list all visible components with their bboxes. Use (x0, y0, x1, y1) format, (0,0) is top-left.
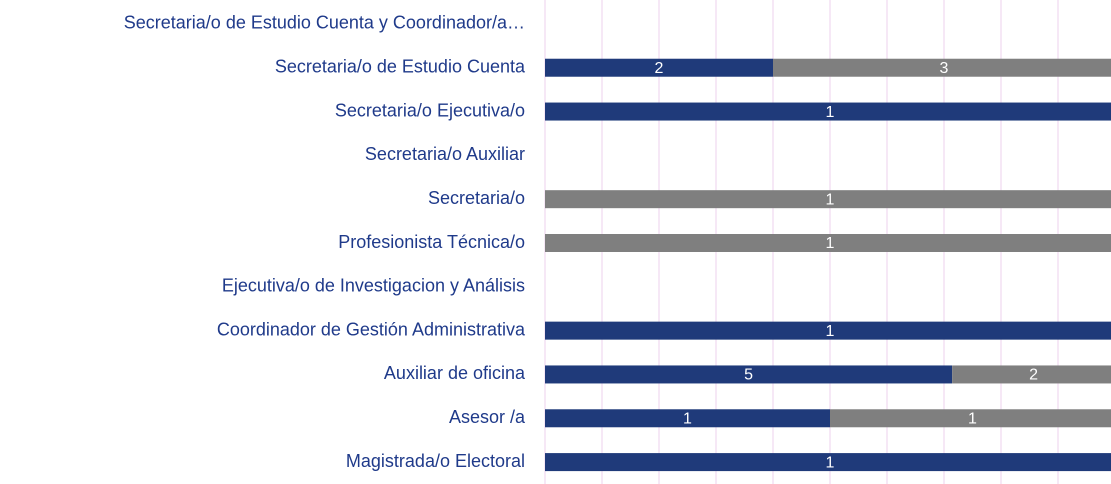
category-label: Secretaria/o de Estudio Cuenta y Coordin… (124, 13, 525, 33)
bar-segment (952, 365, 1111, 384)
bar-segment (545, 58, 773, 77)
data-label: 2 (1029, 367, 1038, 384)
data-label: 5 (744, 367, 753, 384)
data-label: 1 (826, 235, 835, 252)
bar-segment (773, 58, 1111, 77)
category-label: Secretaria/o Auxiliar (365, 144, 525, 164)
bar-segment (545, 321, 1111, 340)
category-label: Secretaria/o Ejecutiva/o (335, 100, 525, 120)
bar-segment (545, 190, 1111, 209)
bar-segment (545, 453, 1111, 472)
data-label: 1 (826, 191, 835, 208)
bar-segment (545, 365, 953, 384)
category-label: Profesionista Técnica/o (338, 232, 525, 252)
labels: Secretaria/o de Estudio Cuenta y Coordin… (124, 13, 526, 471)
data-label: 1 (826, 323, 835, 340)
category-label: Coordinador de Gestión Administrativa (217, 319, 526, 339)
data-label: 3 (940, 60, 949, 77)
category-label: Ejecutiva/o de Investigacion y Análisis (222, 276, 525, 296)
bar-segment (545, 234, 1111, 252)
category-label: Secretaria/o de Estudio Cuenta (275, 56, 526, 76)
category-label: Secretaria/o (428, 188, 525, 208)
data-label: 1 (683, 410, 692, 427)
category-label: Auxiliar de oficina (384, 363, 526, 383)
bars: 2310101152111 (545, 58, 1111, 472)
category-label: Magistrada/o Electoral (346, 451, 525, 471)
data-label: 1 (826, 104, 835, 121)
bar-segment (545, 409, 830, 428)
data-label: 1 (968, 410, 977, 427)
category-label: Asesor /a (449, 407, 526, 427)
bar-segment (545, 102, 1111, 121)
data-label: 1 (826, 454, 835, 471)
bar-segment (830, 409, 1111, 428)
data-label: 2 (655, 60, 664, 77)
